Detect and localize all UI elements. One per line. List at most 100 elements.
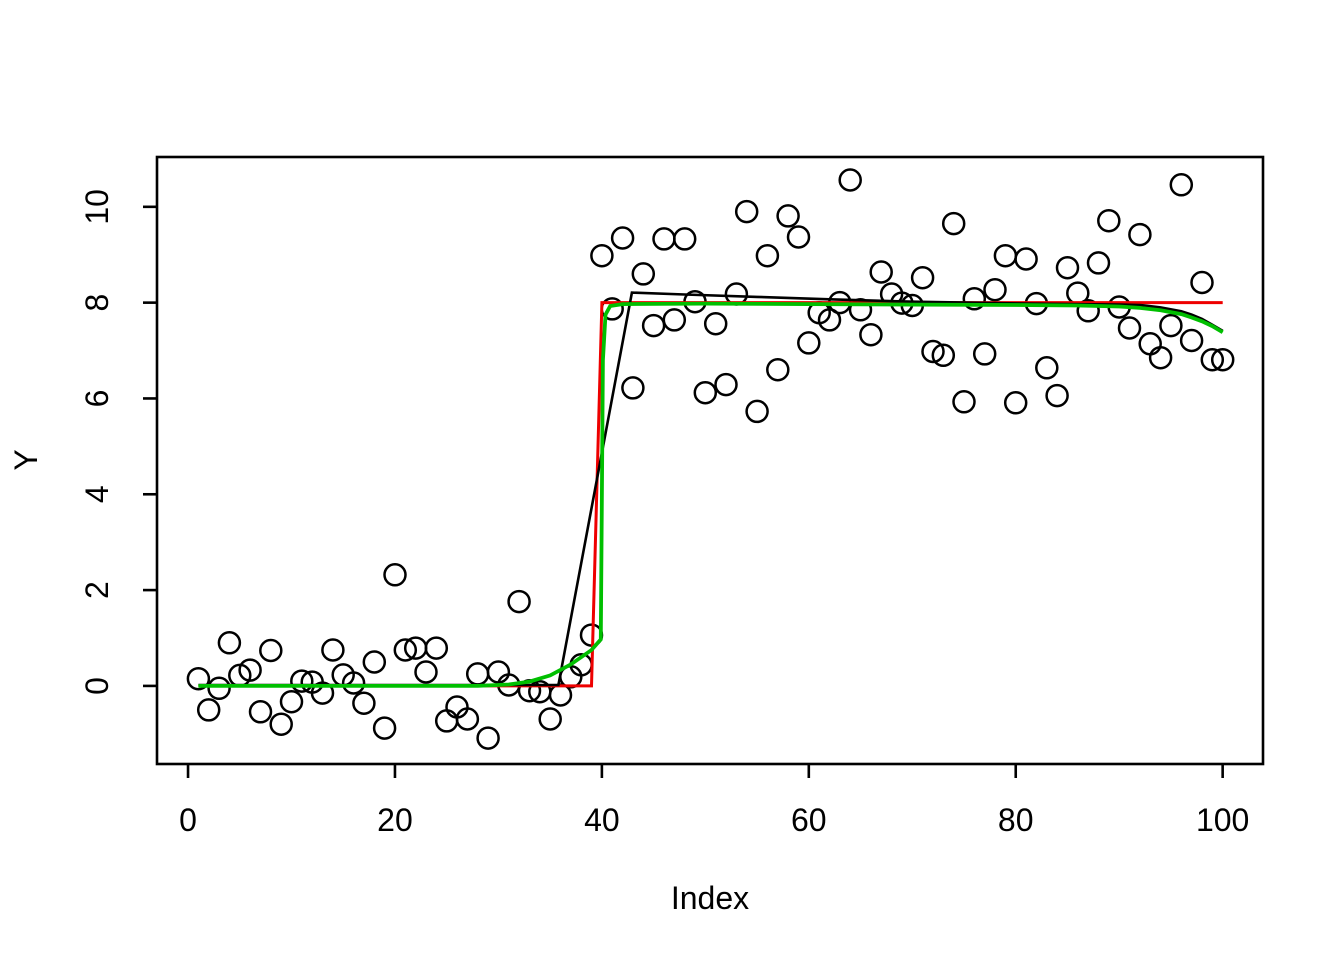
- fit-line-black: [198, 291, 1224, 687]
- scatter-point: [1169, 173, 1194, 197]
- scatter-point: [962, 287, 987, 311]
- scatter-point: [476, 726, 500, 750]
- scatter-point: [424, 636, 449, 660]
- scatter-point: [1117, 316, 1142, 340]
- scatter-point: [259, 638, 283, 663]
- scatter-point: [383, 563, 407, 587]
- scatter-point: [486, 660, 511, 684]
- scatter-point: [507, 589, 531, 614]
- scatter-point: [786, 225, 811, 249]
- scatter-point: [196, 698, 221, 722]
- scatter-point: [372, 716, 397, 740]
- scatter-point: [931, 343, 956, 368]
- y-tick-label: 4: [79, 485, 115, 503]
- scatter-point: [1086, 251, 1111, 275]
- scatter-point: [465, 662, 490, 686]
- scatter-point: [362, 650, 387, 674]
- scatter-point: [207, 676, 231, 701]
- scatter-point: [972, 342, 997, 366]
- true-step-red: [198, 301, 1223, 688]
- x-tick-label: 80: [998, 802, 1034, 838]
- scatter-point: [766, 357, 790, 382]
- scatter-point: [672, 227, 697, 251]
- scatter-point: [1035, 356, 1059, 380]
- scatter-point: [703, 311, 728, 336]
- scatter-point: [310, 681, 335, 705]
- scatter-point: [621, 376, 645, 400]
- scatter-point: [1076, 299, 1100, 323]
- scatter-point: [590, 243, 614, 268]
- y-tick-label: 6: [79, 390, 115, 408]
- y-tick-label: 0: [79, 677, 115, 695]
- scatter-point: [921, 339, 945, 364]
- scatter-point: [1200, 347, 1225, 372]
- scatter-point: [641, 313, 666, 338]
- y-axis-title: Y: [8, 449, 44, 470]
- scatter-point: [662, 308, 687, 332]
- x-axis-title: Index: [671, 880, 749, 916]
- scatter-points: [186, 168, 1235, 750]
- scatter-point: [859, 322, 883, 347]
- scatter-point: [631, 262, 656, 286]
- scatter-point: [321, 638, 345, 662]
- scatter-point: [1097, 208, 1121, 233]
- scatter-point: [1148, 345, 1173, 370]
- scatter-point: [217, 631, 242, 655]
- scatter-point: [1138, 332, 1162, 356]
- scatter-point: [714, 372, 738, 397]
- scatter-point: [238, 658, 262, 682]
- scatter-point: [838, 168, 862, 192]
- x-tick-label: 40: [584, 802, 620, 838]
- scatter-point: [455, 707, 480, 731]
- y-tick-label: 2: [79, 581, 115, 599]
- scatter-point: [941, 211, 966, 236]
- scatter-point: [1055, 255, 1080, 280]
- scatter-point: [652, 227, 676, 251]
- scatter-point: [983, 277, 1007, 302]
- x-axis: 0 20 40 60 80 100: [179, 764, 1249, 838]
- x-tick-label: 60: [791, 802, 827, 838]
- scatter-point: [352, 691, 376, 715]
- x-tick-label: 20: [377, 802, 413, 838]
- scatter-point: [952, 390, 976, 414]
- scatter-point: [993, 243, 1018, 268]
- y-tick-label: 8: [79, 294, 115, 312]
- scatter-point: [1159, 313, 1183, 338]
- scatter-point: [610, 226, 635, 250]
- scatter-point: [1045, 383, 1069, 408]
- scatter-point: [393, 638, 418, 662]
- y-tick-label: 10: [79, 189, 115, 225]
- scatter-point: [745, 399, 769, 424]
- fit-line-green: [198, 301, 1224, 688]
- scatter-point: [1128, 222, 1152, 247]
- scatter-point: [414, 660, 438, 684]
- scatter-point: [1179, 328, 1204, 353]
- scatter-point: [817, 308, 842, 332]
- plot-border: [155, 155, 1265, 766]
- fit-lines: [198, 291, 1224, 688]
- scatter-point: [434, 709, 459, 733]
- scatter-point: [269, 712, 293, 736]
- scatter-point: [1210, 347, 1235, 372]
- scatter-point: [1190, 270, 1214, 295]
- scatter-point: [279, 689, 304, 714]
- scatter-point: [734, 199, 759, 224]
- scatter-point: [693, 380, 718, 405]
- x-tick-label: 0: [179, 802, 197, 838]
- scatter-point: [248, 700, 273, 724]
- scatter-point: [1003, 391, 1028, 415]
- plot-frame: [155, 155, 1265, 766]
- scatter-point: [290, 669, 314, 693]
- scatter-point: [797, 331, 821, 355]
- scatter-point: [341, 671, 366, 695]
- scatter-point: [186, 666, 211, 691]
- x-tick-label: 100: [1196, 802, 1249, 838]
- y-axis: 0 2 4 6 8 10: [79, 189, 157, 695]
- scatter-point: [1014, 247, 1038, 271]
- scatter-point: [910, 265, 935, 290]
- scatter-point: [538, 707, 562, 731]
- scatter-point: [869, 260, 893, 284]
- scatter-point: [755, 243, 780, 268]
